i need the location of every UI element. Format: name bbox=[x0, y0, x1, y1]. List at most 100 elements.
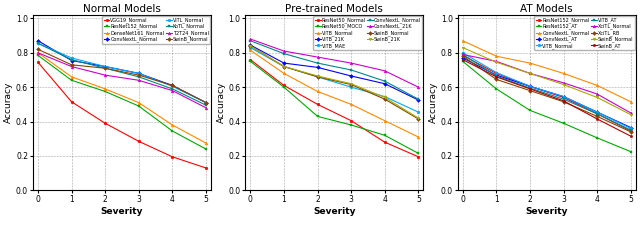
ConvNextL_Normal bbox=[348, 69, 355, 71]
Line: ConvNextL_Normal: ConvNextL_Normal bbox=[36, 39, 207, 104]
ResNet50_Normal bbox=[381, 141, 388, 144]
T2T24_Normal bbox=[168, 89, 176, 92]
ViTB_Normal bbox=[526, 85, 534, 88]
SwinB_AT bbox=[526, 87, 534, 90]
Title: Normal Models: Normal Models bbox=[83, 4, 161, 14]
Line: ViTB_Normal: ViTB_Normal bbox=[249, 49, 420, 138]
SwinB_Normal bbox=[560, 83, 568, 86]
ConvNextL_Normal bbox=[593, 84, 601, 87]
ViTL_Normal bbox=[68, 56, 76, 59]
ResNet50_Normal bbox=[280, 84, 288, 87]
XciTL_RB bbox=[627, 130, 635, 133]
ViTB_AT bbox=[560, 98, 568, 101]
Y-axis label: Accuracy: Accuracy bbox=[216, 82, 225, 123]
ViTB_MAE bbox=[381, 95, 388, 98]
ResNet152_Normal bbox=[593, 112, 601, 115]
Legend: ResNet50_Normal, ResNet50_MOCO, ViTB_Normal, ViTB_21K, ViTB_MAE, ConvNextL_Norma: ResNet50_Normal, ResNet50_MOCO, ViTB_Nor… bbox=[313, 16, 422, 50]
VGG19_Normal bbox=[202, 166, 210, 169]
ConvNextL_Normal bbox=[560, 72, 568, 75]
Line: ConvNextL_AT: ConvNextL_AT bbox=[461, 57, 632, 129]
XciTL_RB bbox=[560, 100, 568, 103]
Title: Pre-trained Models: Pre-trained Models bbox=[285, 4, 383, 14]
Line: ViTL_Normal: ViTL_Normal bbox=[36, 42, 207, 104]
ViTB_21K bbox=[246, 44, 254, 47]
X-axis label: Severity: Severity bbox=[525, 207, 568, 216]
ViTB_Normal bbox=[314, 90, 321, 93]
SwinB_Normal bbox=[627, 113, 635, 116]
Line: DenseNet161_Normal: DenseNet161_Normal bbox=[36, 51, 207, 144]
ViTB_AT bbox=[493, 74, 500, 77]
ConvNextL_Normal bbox=[314, 62, 321, 65]
ConvNextL_Normal bbox=[381, 80, 388, 83]
SwinB_21K bbox=[348, 82, 355, 85]
DenseNet161_Normal bbox=[202, 142, 210, 144]
ConvNextL_21K bbox=[381, 69, 388, 72]
SwinB_21K bbox=[246, 44, 254, 47]
ViTB_AT bbox=[459, 53, 467, 56]
Line: ViTB_AT: ViTB_AT bbox=[461, 53, 632, 132]
ConvNextL_21K bbox=[415, 86, 422, 89]
Line: XciTL_Normal: XciTL_Normal bbox=[461, 53, 632, 114]
SwinB_Normal bbox=[493, 61, 500, 64]
ResNet50_MOCO bbox=[314, 115, 321, 118]
XciTL_RB bbox=[493, 78, 500, 81]
ResNet152_Normal bbox=[101, 90, 109, 93]
SwinB_21K bbox=[415, 117, 422, 120]
DenseNet161_Normal bbox=[135, 101, 143, 104]
ConvNextL_Normal bbox=[34, 39, 42, 42]
SwinB_Normal bbox=[246, 44, 254, 47]
XciTL_RB bbox=[526, 89, 534, 92]
ConvNextL_Normal bbox=[459, 39, 467, 42]
Line: SwinB_Normal: SwinB_Normal bbox=[461, 46, 632, 116]
XciTL_Normal bbox=[560, 81, 568, 84]
ViTB_Normal bbox=[627, 127, 635, 130]
SwinB_Normal bbox=[526, 72, 534, 75]
SwinB_21K bbox=[381, 96, 388, 99]
ViTB_AT bbox=[526, 87, 534, 90]
ViTL_Normal bbox=[135, 72, 143, 75]
Line: T2T24_Normal: T2T24_Normal bbox=[36, 51, 207, 109]
DenseNet161_Normal bbox=[168, 123, 176, 126]
Line: ResNet50_Normal: ResNet50_Normal bbox=[249, 58, 420, 158]
ViTB_MAE bbox=[314, 75, 321, 78]
ViTB_MAE bbox=[246, 46, 254, 49]
ResNet50_MOCO bbox=[246, 60, 254, 63]
Y-axis label: Accuracy: Accuracy bbox=[429, 82, 438, 123]
ResNet152_Normal bbox=[68, 79, 76, 82]
ViTB_AT bbox=[593, 112, 601, 115]
XciTL_Normal bbox=[459, 53, 467, 56]
ViTB_21K bbox=[280, 62, 288, 65]
SwinB_Normal bbox=[280, 65, 288, 68]
ConvNextL_Normal bbox=[68, 59, 76, 62]
ViTB_Normal bbox=[593, 111, 601, 113]
ConvNextL_Normal bbox=[202, 101, 210, 104]
ResNet152_Normal bbox=[560, 96, 568, 99]
Line: ViTB_21K: ViTB_21K bbox=[249, 44, 420, 102]
KoTL_Normal bbox=[34, 42, 42, 45]
ResNet152_AT bbox=[493, 87, 500, 90]
ResNet50_MOCO bbox=[348, 123, 355, 126]
XciTL_Normal bbox=[493, 60, 500, 63]
Legend: VGG19_Normal, ResNet152_Normal, DenseNet161_Normal, ConvNextL_Normal, ViTL_Norma: VGG19_Normal, ResNet152_Normal, DenseNet… bbox=[102, 16, 210, 44]
ViTB_Normal bbox=[415, 136, 422, 139]
ConvNextL_AT bbox=[459, 56, 467, 59]
XciTL_RB bbox=[459, 55, 467, 58]
ViTB_AT bbox=[627, 129, 635, 132]
KoTL_Normal bbox=[135, 75, 143, 78]
ConvNextL_21K bbox=[246, 38, 254, 41]
Legend: ResNet152_Normal, ResNet152_AT, ConvNextL_Normal, ConvNextL_AT, ViTB_Normal, ViT: ResNet152_Normal, ResNet152_AT, ConvNext… bbox=[534, 16, 635, 50]
X-axis label: Severity: Severity bbox=[313, 207, 356, 216]
ResNet152_AT bbox=[526, 109, 534, 112]
SwinB_Normal bbox=[415, 118, 422, 121]
Line: ResNet152_Normal: ResNet152_Normal bbox=[36, 54, 207, 151]
DenseNet161_Normal bbox=[68, 75, 76, 78]
SwinB_Normal bbox=[68, 63, 76, 66]
SwinB_AT bbox=[627, 135, 635, 138]
VGG19_Normal bbox=[168, 155, 176, 158]
Line: VGG19_Normal: VGG19_Normal bbox=[36, 61, 207, 169]
VGG19_Normal bbox=[101, 122, 109, 125]
ConvNextL_AT bbox=[493, 74, 500, 77]
XciTL_RB bbox=[593, 115, 601, 118]
SwinB_21K bbox=[314, 74, 321, 77]
SwinB_AT bbox=[459, 58, 467, 61]
